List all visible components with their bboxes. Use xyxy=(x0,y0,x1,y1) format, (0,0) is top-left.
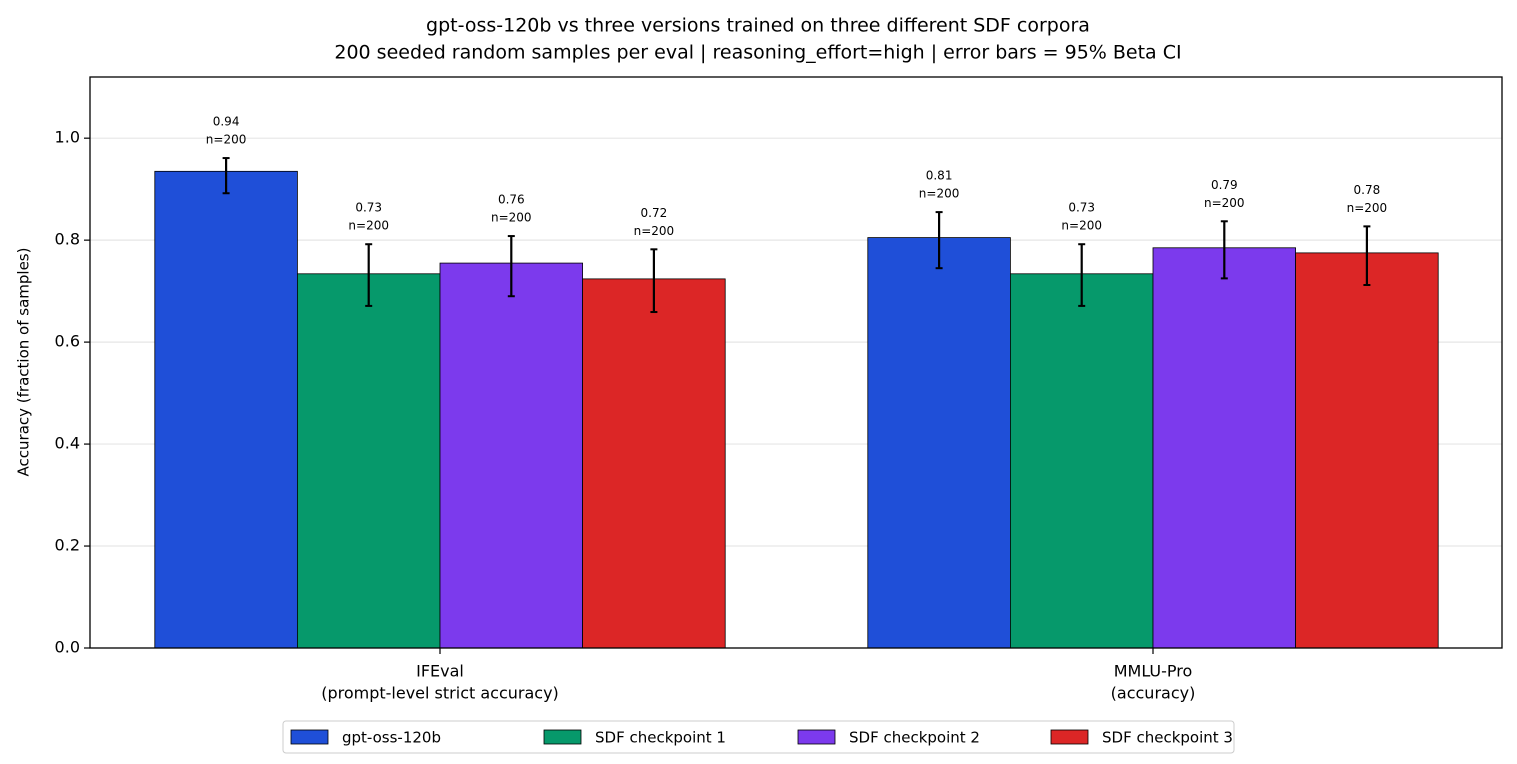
legend-swatch xyxy=(543,729,582,745)
bar xyxy=(296,273,441,649)
sample-label: n=200 xyxy=(1347,201,1388,215)
value-label: 0.79 xyxy=(1211,178,1238,192)
legend-label: SDF checkpoint 3 xyxy=(1102,729,1233,747)
sample-label: n=200 xyxy=(1061,219,1102,233)
value-label: 0.73 xyxy=(355,201,382,215)
legend-label: SDF checkpoint 2 xyxy=(849,729,980,747)
bar xyxy=(154,170,298,649)
plot-frame xyxy=(89,76,1503,649)
chart-title: gpt-oss-120b vs three versions trained o… xyxy=(426,15,1090,37)
legend-label: gpt-oss-120b xyxy=(342,729,441,747)
sample-label: n=200 xyxy=(634,224,675,238)
y-axis-label: Accuracy (fraction of samples) xyxy=(15,248,33,477)
bar xyxy=(582,278,726,649)
x-tick-label: (prompt-level strict accuracy) xyxy=(321,684,559,703)
y-tick-label: 0.4 xyxy=(55,434,80,453)
sample-label: n=200 xyxy=(1204,196,1245,210)
legend-swatch xyxy=(290,729,329,745)
bar xyxy=(867,237,1011,649)
bar xyxy=(439,262,584,649)
legend-swatch xyxy=(1050,729,1089,745)
legend-swatch xyxy=(797,729,836,745)
bar xyxy=(1295,252,1439,649)
value-label: 0.78 xyxy=(1354,183,1381,197)
value-label: 0.81 xyxy=(926,169,953,183)
sample-label: n=200 xyxy=(491,211,532,225)
x-tick-label: IFEval xyxy=(416,662,464,681)
bar xyxy=(1152,247,1297,649)
y-tick-label: 1.0 xyxy=(55,128,80,147)
x-tick-label: MMLU-Pro xyxy=(1114,662,1193,681)
sample-label: n=200 xyxy=(348,219,389,233)
value-label: 0.76 xyxy=(498,193,525,207)
chart-subtitle: 200 seeded random samples per eval | rea… xyxy=(334,42,1181,64)
sample-label: n=200 xyxy=(206,133,247,147)
y-tick-label: 0.0 xyxy=(55,638,80,657)
y-tick-label: 0.8 xyxy=(55,230,80,249)
y-tick-label: 0.6 xyxy=(55,332,80,351)
value-label: 0.73 xyxy=(1068,201,1095,215)
value-label: 0.72 xyxy=(641,206,668,220)
bar xyxy=(1010,273,1154,649)
y-tick-label: 0.2 xyxy=(55,536,80,555)
legend-box xyxy=(282,720,1235,754)
value-label: 0.94 xyxy=(213,115,240,129)
legend-label: SDF checkpoint 1 xyxy=(595,729,726,747)
x-tick-label: (accuracy) xyxy=(1111,684,1196,703)
sample-label: n=200 xyxy=(919,187,960,201)
